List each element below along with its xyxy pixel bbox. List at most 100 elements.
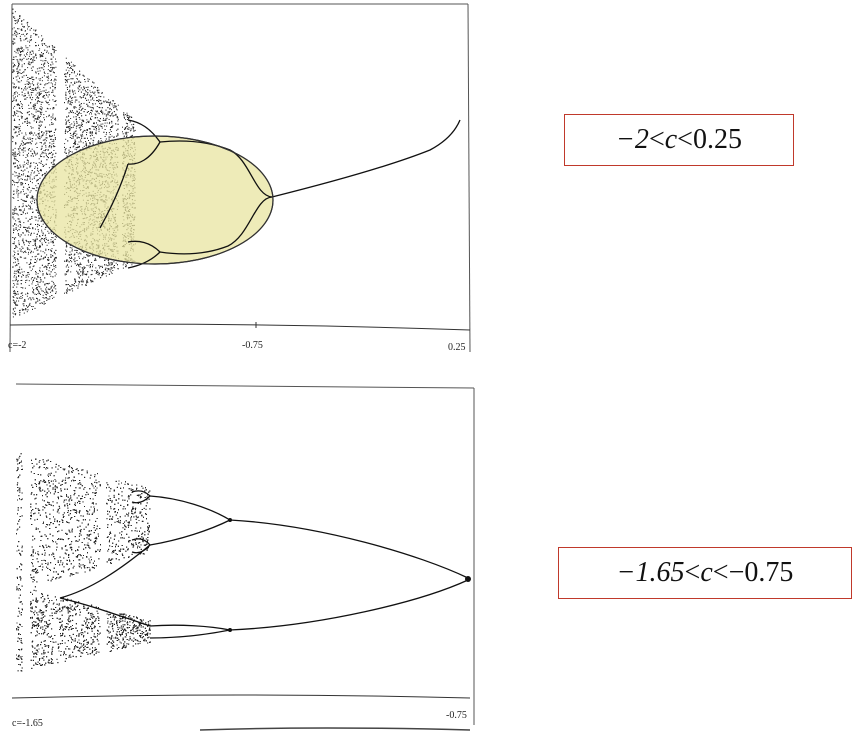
chaos-dot: [21, 239, 23, 241]
chaos-dot: [77, 263, 78, 265]
chaos-dot: [31, 113, 33, 115]
chaos-dot: [52, 91, 54, 93]
chaos-dot: [77, 272, 79, 274]
chaos-dot: [74, 249, 76, 251]
chaos-dot: [15, 220, 17, 222]
chaos-dot: [89, 90, 91, 92]
chaos-dot: [27, 162, 29, 164]
chaos-dot: [27, 176, 29, 178]
chaos-dot: [66, 80, 68, 82]
chaos-dot: [21, 94, 23, 96]
chaos-dot: [94, 86, 96, 88]
chaos-dot: [26, 196, 27, 198]
chaos-dot: [92, 255, 94, 257]
chaos-dot: [44, 152, 46, 154]
chaos-dot: [40, 93, 42, 95]
chaos-dot: [13, 292, 15, 294]
chaos-dot: [111, 135, 113, 137]
chaos-dot: [72, 137, 74, 139]
chaos-dot: [69, 95, 71, 97]
chaos-dot: [23, 75, 25, 77]
chaos-dot: [67, 264, 68, 266]
chaos-dot: [26, 240, 28, 242]
chaos-dot: [33, 115, 35, 117]
chaos-dot: [35, 190, 37, 192]
chaos-dot: [14, 292, 16, 294]
chaos-dot: [125, 266, 127, 267]
chaos-dot: [12, 152, 14, 154]
chaos-dot: [52, 163, 54, 165]
chaos-dot: [30, 27, 32, 29]
chaos-dot: [73, 259, 75, 261]
chaos-dot: [71, 89, 73, 91]
chaos-dot: [79, 129, 81, 131]
chaos-dot: [41, 237, 43, 239]
chaos-dot: [53, 252, 55, 254]
chaos-dot: [12, 312, 14, 314]
chaos-dot: [25, 239, 27, 241]
chaos-dot: [20, 112, 22, 114]
chaos-dot: [14, 126, 16, 128]
chaos-dot: [18, 33, 20, 34]
chaos-dot: [48, 104, 50, 106]
chaos-dot: [20, 40, 22, 42]
chaos-dot: [26, 58, 28, 60]
chaos-dot: [20, 80, 22, 82]
chaos-dot: [19, 154, 21, 156]
chaos-dot: [44, 90, 46, 92]
chaos-dot: [49, 273, 51, 275]
chaos-dot: [68, 78, 70, 80]
chaos-dot: [32, 59, 34, 61]
chaos-dot: [28, 63, 30, 65]
chaos-dot: [66, 265, 68, 267]
chaos-dot: [34, 277, 36, 279]
chaos-dot: [127, 123, 128, 125]
chaos-dot: [74, 257, 76, 259]
chaos-dot: [43, 164, 45, 166]
chaos-dot: [47, 230, 49, 232]
chaos-dot: [28, 86, 30, 88]
chaos-dot: [45, 93, 47, 95]
chaos-dot: [130, 128, 132, 130]
chaos-dot: [43, 117, 45, 119]
chaos-dot: [45, 226, 47, 228]
chaos-dot: [13, 157, 15, 159]
chaos-dot: [45, 266, 47, 268]
chaos-dot: [47, 264, 49, 266]
chaos-dot: [14, 105, 16, 107]
chaos-dot: [14, 223, 16, 224]
chaos-dot: [94, 103, 96, 105]
chaos-dot: [37, 212, 39, 214]
chaos-dot: [68, 115, 69, 117]
chaos-dot: [101, 92, 103, 93]
chaos-dot: [67, 127, 69, 128]
chaos-dot: [40, 59, 42, 61]
chaos-dot: [99, 265, 101, 267]
chaos-dot: [125, 131, 127, 133]
chaos-dot: [40, 67, 42, 69]
chaos-dot: [26, 117, 27, 119]
chaos-dot: [26, 80, 28, 82]
chaos-dot: [12, 217, 14, 219]
chaos-dot: [49, 136, 51, 138]
chaos-dot: [74, 263, 76, 265]
chaos-dot: [33, 279, 35, 281]
chaos-dot: [37, 223, 39, 225]
chaos-dot: [15, 314, 16, 316]
chaos-dot: [21, 28, 23, 30]
chaos-dot: [29, 266, 31, 268]
chaos-dot: [65, 122, 67, 124]
chaos-dot: [96, 128, 97, 129]
chaos-dot: [12, 59, 14, 60]
chaos-dot: [22, 154, 24, 156]
chaos-dot: [78, 256, 80, 258]
chaos-dot: [47, 101, 49, 103]
chaos-dot: [14, 30, 16, 32]
chaos-dot: [40, 112, 41, 114]
chaos-dot: [65, 123, 67, 125]
chaos-dot: [21, 268, 23, 270]
chaos-dot: [38, 231, 39, 233]
chaos-dot: [36, 102, 38, 104]
chaos-dot: [19, 256, 21, 258]
chaos-dot: [25, 281, 27, 283]
